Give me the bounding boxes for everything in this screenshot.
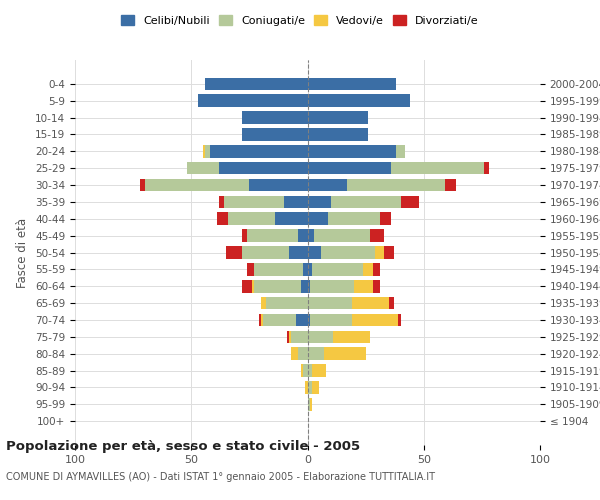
Bar — [312, 381, 319, 394]
Bar — [242, 246, 289, 259]
Bar — [354, 280, 373, 292]
Bar — [312, 263, 363, 276]
Y-axis label: Fasce di età: Fasce di età — [16, 218, 29, 288]
Bar — [328, 212, 380, 225]
Bar — [261, 297, 266, 310]
Bar — [291, 348, 298, 360]
Bar — [308, 230, 314, 242]
Bar — [298, 230, 308, 242]
Bar — [391, 162, 484, 174]
Bar — [375, 246, 384, 259]
Bar — [308, 330, 333, 343]
Bar — [284, 196, 308, 208]
Bar — [308, 212, 328, 225]
Bar — [364, 263, 373, 276]
Bar — [396, 145, 405, 158]
Bar — [373, 280, 380, 292]
Bar — [384, 246, 394, 259]
Bar — [301, 364, 303, 377]
Bar — [247, 230, 298, 242]
Bar — [445, 178, 457, 192]
Bar — [308, 78, 396, 90]
Bar — [226, 246, 242, 259]
Bar — [287, 330, 289, 343]
Bar — [275, 212, 308, 225]
Bar — [242, 280, 252, 292]
Bar — [308, 128, 368, 141]
Bar — [308, 94, 410, 107]
Bar — [308, 398, 310, 410]
Bar — [289, 246, 308, 259]
Bar — [308, 145, 396, 158]
Bar — [242, 230, 247, 242]
Bar — [347, 178, 445, 192]
Legend: Celibi/Nubili, Coniugati/e, Vedovi/e, Divorziati/e: Celibi/Nubili, Coniugati/e, Vedovi/e, Di… — [117, 10, 483, 30]
Bar — [308, 280, 310, 292]
Bar — [389, 297, 394, 310]
Bar — [219, 162, 308, 174]
Bar — [314, 230, 370, 242]
Bar — [308, 314, 310, 326]
Bar — [252, 280, 254, 292]
Bar — [370, 230, 384, 242]
Bar — [250, 178, 308, 192]
Bar — [331, 196, 401, 208]
Bar — [291, 330, 308, 343]
Bar — [210, 145, 308, 158]
Bar — [333, 330, 370, 343]
Bar — [310, 398, 312, 410]
Bar — [205, 145, 210, 158]
Bar — [308, 381, 312, 394]
Bar — [229, 212, 275, 225]
Bar — [303, 364, 308, 377]
Bar — [303, 263, 308, 276]
Bar — [310, 314, 352, 326]
Bar — [398, 314, 401, 326]
Text: COMUNE DI AYMAVILLES (AO) - Dati ISTAT 1° gennaio 2005 - Elaborazione TUTTITALIA: COMUNE DI AYMAVILLES (AO) - Dati ISTAT 1… — [6, 472, 435, 482]
Bar — [140, 178, 145, 192]
Bar — [242, 128, 308, 141]
Bar — [308, 364, 312, 377]
Bar — [198, 94, 308, 107]
Bar — [308, 348, 324, 360]
Bar — [289, 330, 291, 343]
Bar — [312, 364, 326, 377]
Bar — [219, 196, 224, 208]
Bar — [259, 314, 261, 326]
Bar — [310, 280, 354, 292]
Bar — [352, 297, 389, 310]
Bar — [205, 78, 308, 90]
Bar — [380, 212, 391, 225]
Bar — [247, 263, 254, 276]
Bar — [401, 196, 419, 208]
Bar — [217, 212, 229, 225]
Bar — [308, 196, 331, 208]
Bar — [261, 314, 263, 326]
Bar — [305, 381, 308, 394]
Bar — [322, 246, 375, 259]
Text: Popolazione per età, sesso e stato civile - 2005: Popolazione per età, sesso e stato civil… — [6, 440, 360, 453]
Bar — [373, 263, 380, 276]
Bar — [242, 111, 308, 124]
Bar — [308, 297, 352, 310]
Bar — [203, 145, 205, 158]
Bar — [484, 162, 489, 174]
Bar — [308, 111, 368, 124]
Bar — [352, 314, 398, 326]
Bar — [298, 348, 308, 360]
Bar — [324, 348, 365, 360]
Bar — [266, 297, 308, 310]
Bar — [296, 314, 308, 326]
Bar — [254, 263, 303, 276]
Bar — [187, 162, 219, 174]
Bar — [263, 314, 296, 326]
Bar — [145, 178, 250, 192]
Bar — [308, 263, 312, 276]
Bar — [301, 280, 308, 292]
Bar — [308, 162, 391, 174]
Bar — [254, 280, 301, 292]
Bar — [224, 196, 284, 208]
Bar — [308, 246, 322, 259]
Bar — [308, 178, 347, 192]
